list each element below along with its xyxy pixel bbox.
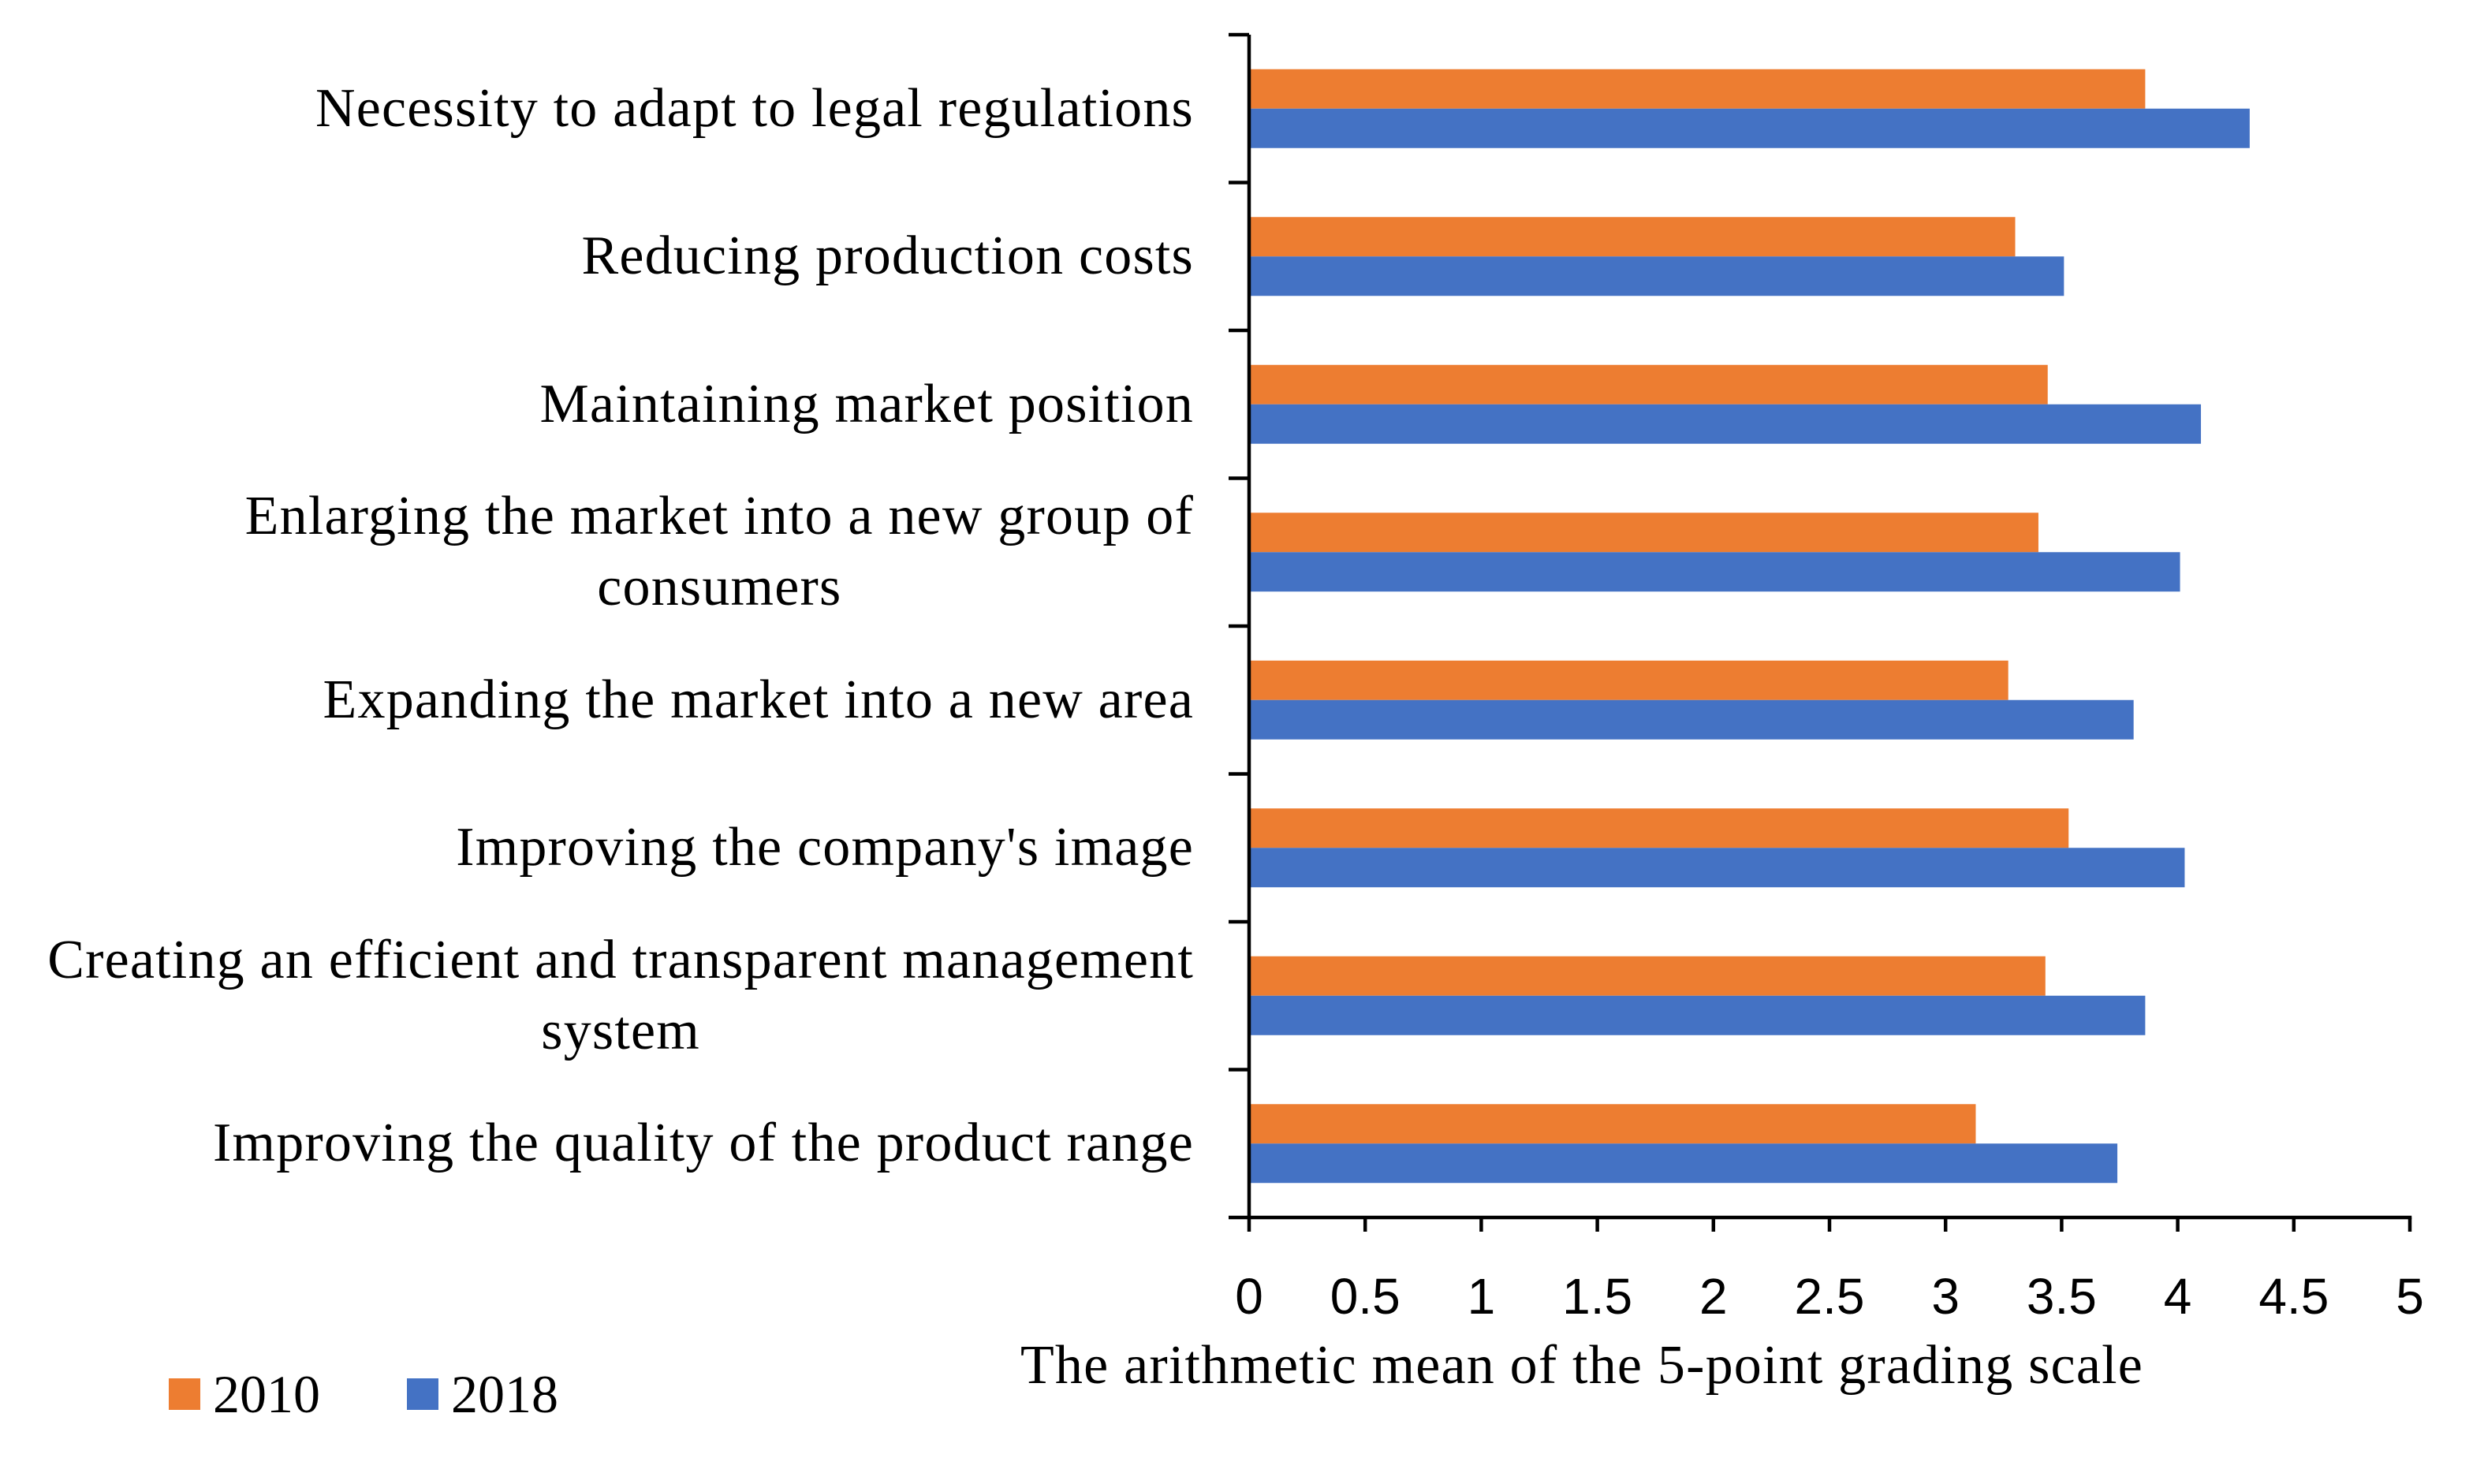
category-label-expanding-the-market-into-a-new-area: Expanding the market into a new area (323, 669, 1194, 730)
x-tick-label: 5 (2396, 1268, 2424, 1325)
x-tick-label: 4.5 (2258, 1268, 2329, 1325)
bar-2018-reducing-production-costs (1249, 256, 2064, 296)
category-label-improving-the-company-s-image: Improving the company's image (456, 817, 1194, 878)
legend-item-2010: 2010 (169, 1359, 390, 1430)
category-label-maintaining-market-position: Maintaining market position (539, 373, 1194, 434)
bar-2018-improving-the-company-s-image (1249, 848, 2185, 888)
legend-label-2010: 2010 (213, 1364, 320, 1424)
bar-2010-necessity-to-adapt-to-legal-regulations (1249, 69, 2146, 109)
bar-2010-reducing-production-costs (1249, 217, 2016, 257)
legend-item-2018: 2018 (407, 1359, 628, 1430)
x-tick-label: 0 (1235, 1268, 1263, 1325)
legend-swatch-2018 (407, 1378, 438, 1410)
category-label-enlarging-the-market-into-a-new-group-of-consumers: Enlarging the market into a new group of… (244, 486, 1194, 618)
x-tick-label: 1 (1467, 1268, 1496, 1325)
bar-2018-enlarging-the-market-into-a-new-group-of-consumers (1249, 552, 2180, 592)
bar-2018-necessity-to-adapt-to-legal-regulations (1249, 108, 2250, 148)
x-tick-label: 0.5 (1330, 1268, 1401, 1325)
category-label-creating-an-efficient-and-transparent-management-system: Creating an efficient and transparent ma… (47, 929, 1194, 1061)
legend-swatch-2010 (169, 1378, 200, 1410)
bar-2010-improving-the-company-s-image (1249, 808, 2069, 848)
bar-2010-creating-an-efficient-and-transparent-management-system (1249, 956, 2046, 996)
legend-label-2018: 2018 (451, 1364, 558, 1424)
x-tick-label: 4 (2163, 1268, 2192, 1325)
x-tick-label: 2.5 (1794, 1268, 1865, 1325)
x-axis-title: The arithmetic mean of the 5-point gradi… (1020, 1335, 2144, 1396)
bar-2010-maintaining-market-position (1249, 364, 2048, 405)
x-tick-label: 2 (1699, 1268, 1728, 1325)
x-tick-label: 3 (1931, 1268, 1960, 1325)
bar-2018-expanding-the-market-into-a-new-area (1249, 699, 2134, 740)
bar-2010-enlarging-the-market-into-a-new-group-of-consumers (1249, 513, 2038, 553)
bar-2018-creating-an-efficient-and-transparent-management-system (1249, 995, 2146, 1035)
bar-2018-improving-the-quality-of-the-product-range (1249, 1143, 2118, 1184)
bar-2010-improving-the-quality-of-the-product-range (1249, 1104, 1976, 1144)
bar-2018-maintaining-market-position (1249, 404, 2202, 444)
legend: 2010 2018 (169, 1359, 721, 1430)
x-tick-label: 1.5 (1562, 1268, 1633, 1325)
bar-2010-expanding-the-market-into-a-new-area (1249, 660, 2008, 700)
category-label-reducing-production-costs: Reducing production costs (581, 226, 1194, 287)
category-label-necessity-to-adapt-to-legal-regulations: Necessity to adapt to legal regulations (315, 77, 1194, 139)
category-label-improving-the-quality-of-the-product-range: Improving the quality of the product ran… (213, 1113, 1194, 1174)
x-tick-label: 3.5 (2026, 1268, 2097, 1325)
